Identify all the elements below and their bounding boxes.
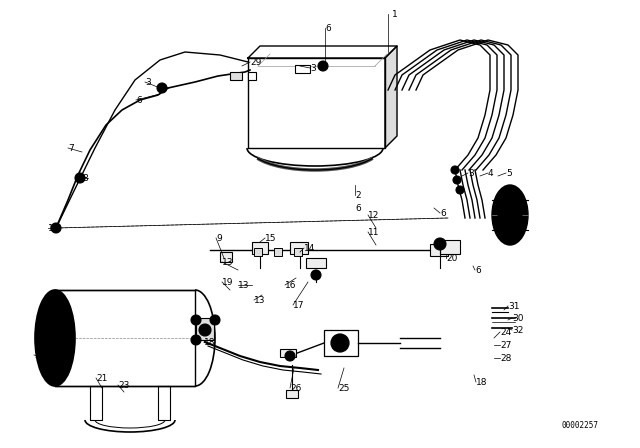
Text: 6: 6 [475,266,481,275]
Bar [254,248,262,256]
Text: 18: 18 [204,337,216,346]
Circle shape [434,238,446,250]
Ellipse shape [492,185,528,245]
Text: 14: 14 [304,244,316,253]
Text: 6: 6 [136,95,141,104]
Text: 6: 6 [325,23,331,33]
Text: 10: 10 [48,224,60,233]
Text: 30: 30 [512,314,524,323]
Text: 17: 17 [293,301,305,310]
Circle shape [285,351,295,361]
Circle shape [75,173,85,183]
Circle shape [51,223,61,233]
Text: 25: 25 [338,383,349,392]
Text: 28: 28 [500,353,511,362]
Circle shape [331,334,349,352]
Bar [252,242,268,254]
Bar [430,244,448,256]
Circle shape [159,85,165,91]
Bar [220,252,232,262]
Circle shape [451,166,459,174]
Polygon shape [90,386,102,420]
Text: 7: 7 [68,143,74,152]
Bar [248,72,256,80]
Polygon shape [248,46,397,58]
Bar [274,248,282,256]
Text: 6: 6 [355,203,361,212]
Polygon shape [385,46,397,148]
Text: 3: 3 [145,78,151,86]
Ellipse shape [42,304,68,371]
Text: 15: 15 [265,233,276,242]
Text: 11: 11 [368,228,380,237]
Circle shape [453,176,461,184]
Text: 5: 5 [506,168,512,177]
Circle shape [77,175,83,181]
Text: 23: 23 [118,380,129,389]
Bar [295,65,310,73]
Bar [230,72,242,80]
Text: 12: 12 [368,211,380,220]
Bar [440,240,460,254]
Text: 8: 8 [82,173,88,182]
Ellipse shape [498,195,522,235]
Text: 24: 24 [500,327,511,336]
Bar [196,318,214,340]
Circle shape [311,270,321,280]
Bar [324,330,358,356]
Text: 21: 21 [96,374,108,383]
Text: 13: 13 [238,280,250,289]
Circle shape [157,83,167,93]
Text: 32: 32 [512,326,524,335]
Text: 3: 3 [310,64,316,73]
Bar [286,390,298,398]
Text: 16: 16 [285,280,296,289]
Text: 13: 13 [254,296,266,305]
Text: 00002257: 00002257 [561,421,598,430]
Circle shape [318,61,328,71]
Text: 4: 4 [488,168,493,177]
Circle shape [210,315,220,325]
Polygon shape [55,290,195,386]
Text: 29: 29 [250,57,261,66]
Text: 9: 9 [216,233,221,242]
Text: 13: 13 [222,258,234,267]
Text: 20: 20 [446,254,458,263]
Circle shape [191,335,201,345]
Circle shape [191,315,201,325]
Text: 18: 18 [476,378,488,387]
Bar [306,258,326,268]
Polygon shape [430,42,460,170]
Circle shape [456,186,464,194]
Text: 31: 31 [508,302,520,310]
Text: 3: 3 [468,168,474,177]
Text: 22: 22 [34,350,45,359]
Circle shape [199,324,211,336]
Bar [280,349,296,357]
Text: 2: 2 [355,190,360,199]
Text: 6: 6 [440,208,445,217]
Text: 27: 27 [500,340,511,349]
Polygon shape [248,58,385,148]
Text: 1: 1 [392,9,397,18]
Text: 26: 26 [290,383,301,392]
Text: 19: 19 [222,277,234,287]
Polygon shape [158,386,170,420]
Ellipse shape [35,290,75,386]
Bar [290,242,308,254]
Bar [294,248,302,256]
